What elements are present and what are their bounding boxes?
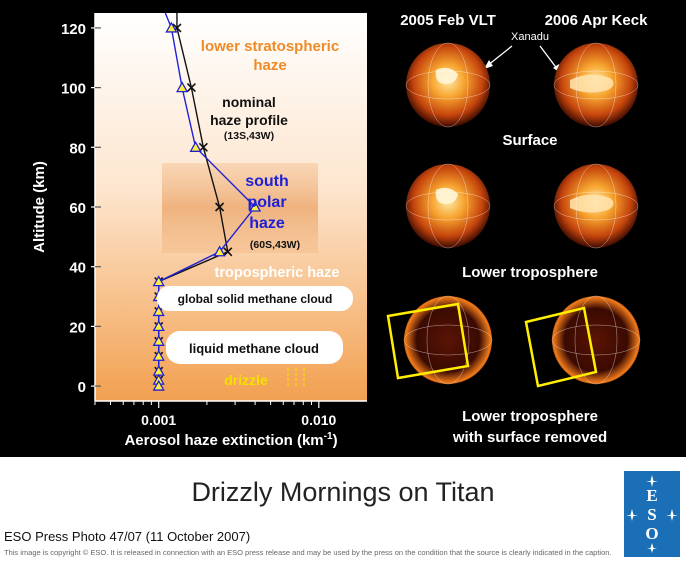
xanadu-arrow-2 xyxy=(539,45,559,71)
liquid-cloud-box xyxy=(166,331,343,364)
data-point-x xyxy=(223,247,233,257)
titan-figure: 0 20 40 60 80 100 120 0.001 0.010 Altitude (km)… xyxy=(31,12,648,449)
titan-surface-keck xyxy=(553,42,639,128)
x-marker-stroke xyxy=(215,202,225,212)
figure-panel: 0 20 40 60 80 100 120 0.001 0.010 Altitude (km)… xyxy=(0,0,686,457)
south-polar-label-2: polar xyxy=(247,194,286,211)
row3-label: Lower troposphere xyxy=(462,408,598,425)
data-point-x xyxy=(186,83,196,93)
copyright-notice: This image is copyright © ESO. It is rel… xyxy=(4,548,612,557)
titan-troposphere-keck xyxy=(553,163,639,249)
titan-removed-vlt xyxy=(386,295,493,385)
x-marker-stroke xyxy=(198,142,208,152)
titan-removed-keck xyxy=(524,295,641,388)
eso-logo-icon: E S O xyxy=(626,475,678,553)
svg-text:S: S xyxy=(647,505,656,524)
x-marker-stroke xyxy=(223,247,233,257)
tropospheric-haze-label: tropospheric haze xyxy=(215,265,340,281)
south-polar-band xyxy=(162,163,318,253)
y-tick-label: 120 xyxy=(61,21,86,38)
data-point-triangle xyxy=(152,349,165,361)
nominal-label-2: haze profile xyxy=(210,112,288,128)
y-tick-label: 80 xyxy=(69,140,86,157)
y-tick-label: 40 xyxy=(69,260,86,277)
xanadu-label: Xanadu xyxy=(511,31,549,43)
nominal-label: nominal xyxy=(222,94,276,110)
data-point-triangle xyxy=(152,334,165,346)
photo-reference: ESO Press Photo 47/07 (11 October 2007) xyxy=(4,529,251,544)
south-polar-coord: (60S,43W) xyxy=(250,239,300,251)
eso-logo: E S O xyxy=(624,471,680,557)
y-axis-label: Altitude (km) xyxy=(31,161,48,253)
data-point-triangle xyxy=(152,320,165,332)
xanadu-arrowhead-1 xyxy=(484,60,493,69)
south-polar-label: south xyxy=(245,173,289,190)
xanadu-arrow-1 xyxy=(486,45,513,67)
titan-troposphere-vlt xyxy=(405,163,491,249)
solid-cloud-box xyxy=(157,286,353,311)
data-point-triangle xyxy=(213,245,226,257)
data-point-triangle xyxy=(152,379,165,391)
svg-text:O: O xyxy=(645,524,658,543)
svg-text:E: E xyxy=(646,486,657,505)
liquid-cloud-label: liquid methane cloud xyxy=(189,341,319,356)
data-point-triangle xyxy=(165,21,178,33)
col1-title: 2005 Feb VLT xyxy=(400,12,496,29)
data-point-triangle xyxy=(152,305,165,317)
x-marker-stroke xyxy=(186,83,196,93)
y-tick-label: 20 xyxy=(69,319,86,336)
data-point-x xyxy=(215,202,225,212)
data-point-x xyxy=(198,142,208,152)
page-title: Drizzly Mornings on Titan xyxy=(191,477,495,507)
x-tick-label: 0.010 xyxy=(301,412,336,428)
titan-surface-vlt xyxy=(405,42,491,128)
data-point-triangle xyxy=(152,275,165,287)
y-tick-label: 0 xyxy=(78,379,86,396)
drizzle-lines xyxy=(287,368,305,388)
lower-stratospheric-label-2: haze xyxy=(253,57,286,74)
x-axis-label: Aerosol haze extinction (km-1) xyxy=(124,431,337,449)
solid-cloud-label: global solid methane cloud xyxy=(178,292,333,306)
nominal-coord: (13S,43W) xyxy=(224,130,274,142)
row2-label: Lower troposphere xyxy=(462,264,598,281)
south-polar-label-3: haze xyxy=(249,215,285,232)
caption-area: Drizzly Mornings on Titan ESO Press Phot… xyxy=(0,457,686,560)
data-point-triangle xyxy=(189,140,202,152)
y-tick-label: 100 xyxy=(61,81,86,98)
row1-label: Surface xyxy=(502,132,557,149)
row3-label-2: with surface removed xyxy=(452,429,607,446)
x-tick-label: 0.001 xyxy=(141,412,176,428)
col2-title: 2006 Apr Keck xyxy=(545,12,648,29)
data-point-triangle xyxy=(175,81,189,93)
y-tick-label: 60 xyxy=(69,200,86,217)
drizzle-label: drizzle xyxy=(224,372,268,388)
data-point-triangle xyxy=(248,200,262,212)
lower-stratospheric-label: lower stratospheric xyxy=(201,38,339,55)
